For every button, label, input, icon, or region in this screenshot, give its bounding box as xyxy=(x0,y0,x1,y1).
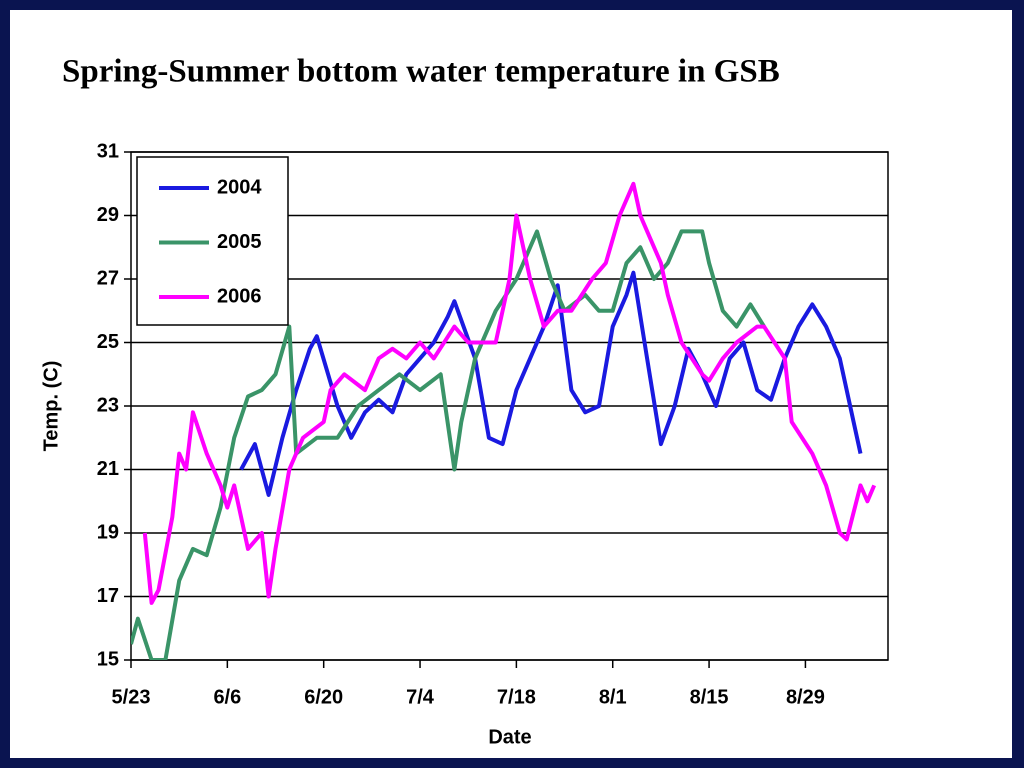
x-tick-label: 6/20 xyxy=(304,686,343,708)
x-tick-label: 8/1 xyxy=(599,686,627,708)
legend-label: 2004 xyxy=(217,176,262,198)
y-tick-label: 17 xyxy=(97,585,119,607)
x-tick-label: 8/15 xyxy=(690,686,729,708)
x-tick-label: 6/6 xyxy=(213,686,241,708)
y-tick-label: 31 xyxy=(97,140,119,162)
y-tick-label: 15 xyxy=(97,648,119,670)
x-tick-label: 5/23 xyxy=(112,686,151,708)
y-tick-label: 21 xyxy=(97,458,119,480)
y-tick-label: 19 xyxy=(97,521,119,543)
x-tick-label: 7/4 xyxy=(406,686,435,708)
y-tick-label: 27 xyxy=(97,267,119,289)
x-axis-label: Date xyxy=(488,726,531,748)
chart-title: Spring-Summer bottom water temperature i… xyxy=(62,54,780,90)
y-tick-label: 29 xyxy=(97,204,119,226)
series-line xyxy=(142,181,877,605)
legend-label: 2005 xyxy=(217,231,262,253)
legend-label: 2006 xyxy=(217,285,262,307)
x-tick-label: 8/29 xyxy=(786,686,825,708)
series-line xyxy=(131,229,766,660)
y-tick-label: 23 xyxy=(97,394,119,416)
plot-frame xyxy=(130,151,889,661)
slide-panel xyxy=(10,10,1012,758)
x-tick-label: 7/18 xyxy=(497,686,536,708)
y-axis-label: Temp. (C) xyxy=(40,361,62,452)
y-tick-label: 25 xyxy=(97,331,119,353)
